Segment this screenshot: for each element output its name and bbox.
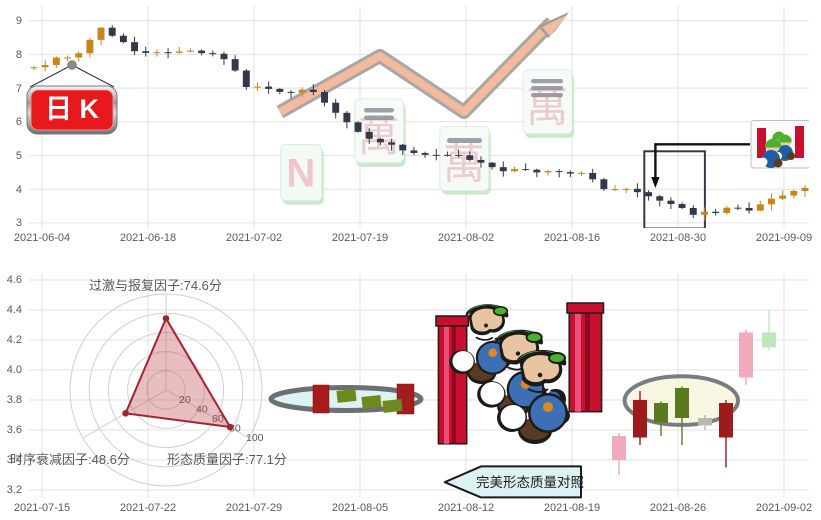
svg-text:时序衰减因子:48.6分: 时序衰减因子:48.6分: [10, 452, 130, 467]
svg-text:2021-09-02: 2021-09-02: [756, 502, 812, 514]
svg-text:完美形态质量对照: 完美形态质量对照: [476, 475, 584, 490]
svg-text:4.0: 4.0: [7, 364, 22, 376]
svg-text:2021-07-22: 2021-07-22: [120, 502, 176, 514]
svg-text:3: 3: [16, 217, 22, 229]
svg-text:4: 4: [16, 184, 22, 196]
svg-text:2021-08-26: 2021-08-26: [650, 502, 706, 514]
svg-text:4.4: 4.4: [7, 304, 22, 316]
svg-text:3.6: 3.6: [7, 424, 22, 436]
svg-text:2021-08-30: 2021-08-30: [650, 232, 706, 244]
svg-text:2021-07-15: 2021-07-15: [14, 502, 70, 514]
svg-text:2021-07-02: 2021-07-02: [226, 232, 282, 244]
svg-text:4.2: 4.2: [7, 334, 22, 346]
svg-text:6: 6: [16, 116, 22, 128]
svg-text:2021-06-04: 2021-06-04: [14, 232, 70, 244]
svg-text:7: 7: [16, 83, 22, 95]
svg-text:过激与报复因子:74.6分: 过激与报复因子:74.6分: [89, 278, 222, 293]
svg-text:100: 100: [246, 432, 264, 444]
svg-text:2021-08-16: 2021-08-16: [544, 232, 600, 244]
svg-text:日 K: 日 K: [45, 94, 100, 124]
svg-text:2021-07-29: 2021-07-29: [226, 502, 282, 514]
svg-text:2021-08-02: 2021-08-02: [438, 232, 494, 244]
svg-text:2021-08-19: 2021-08-19: [544, 502, 600, 514]
svg-text:2021-09-09: 2021-09-09: [756, 232, 812, 244]
svg-text:2021-08-12: 2021-08-12: [438, 502, 494, 514]
svg-text:8: 8: [16, 49, 22, 61]
svg-text:4.6: 4.6: [7, 274, 22, 286]
svg-text:9: 9: [16, 15, 22, 27]
svg-text:2021-06-18: 2021-06-18: [120, 232, 176, 244]
svg-text:3.8: 3.8: [7, 394, 22, 406]
svg-text:2021-07-19: 2021-07-19: [332, 232, 388, 244]
svg-text:2021-08-05: 2021-08-05: [332, 502, 388, 514]
svg-text:形态质量因子:77.1分: 形态质量因子:77.1分: [167, 452, 287, 467]
svg-text:5: 5: [16, 150, 22, 162]
svg-text:3.2: 3.2: [7, 484, 22, 496]
